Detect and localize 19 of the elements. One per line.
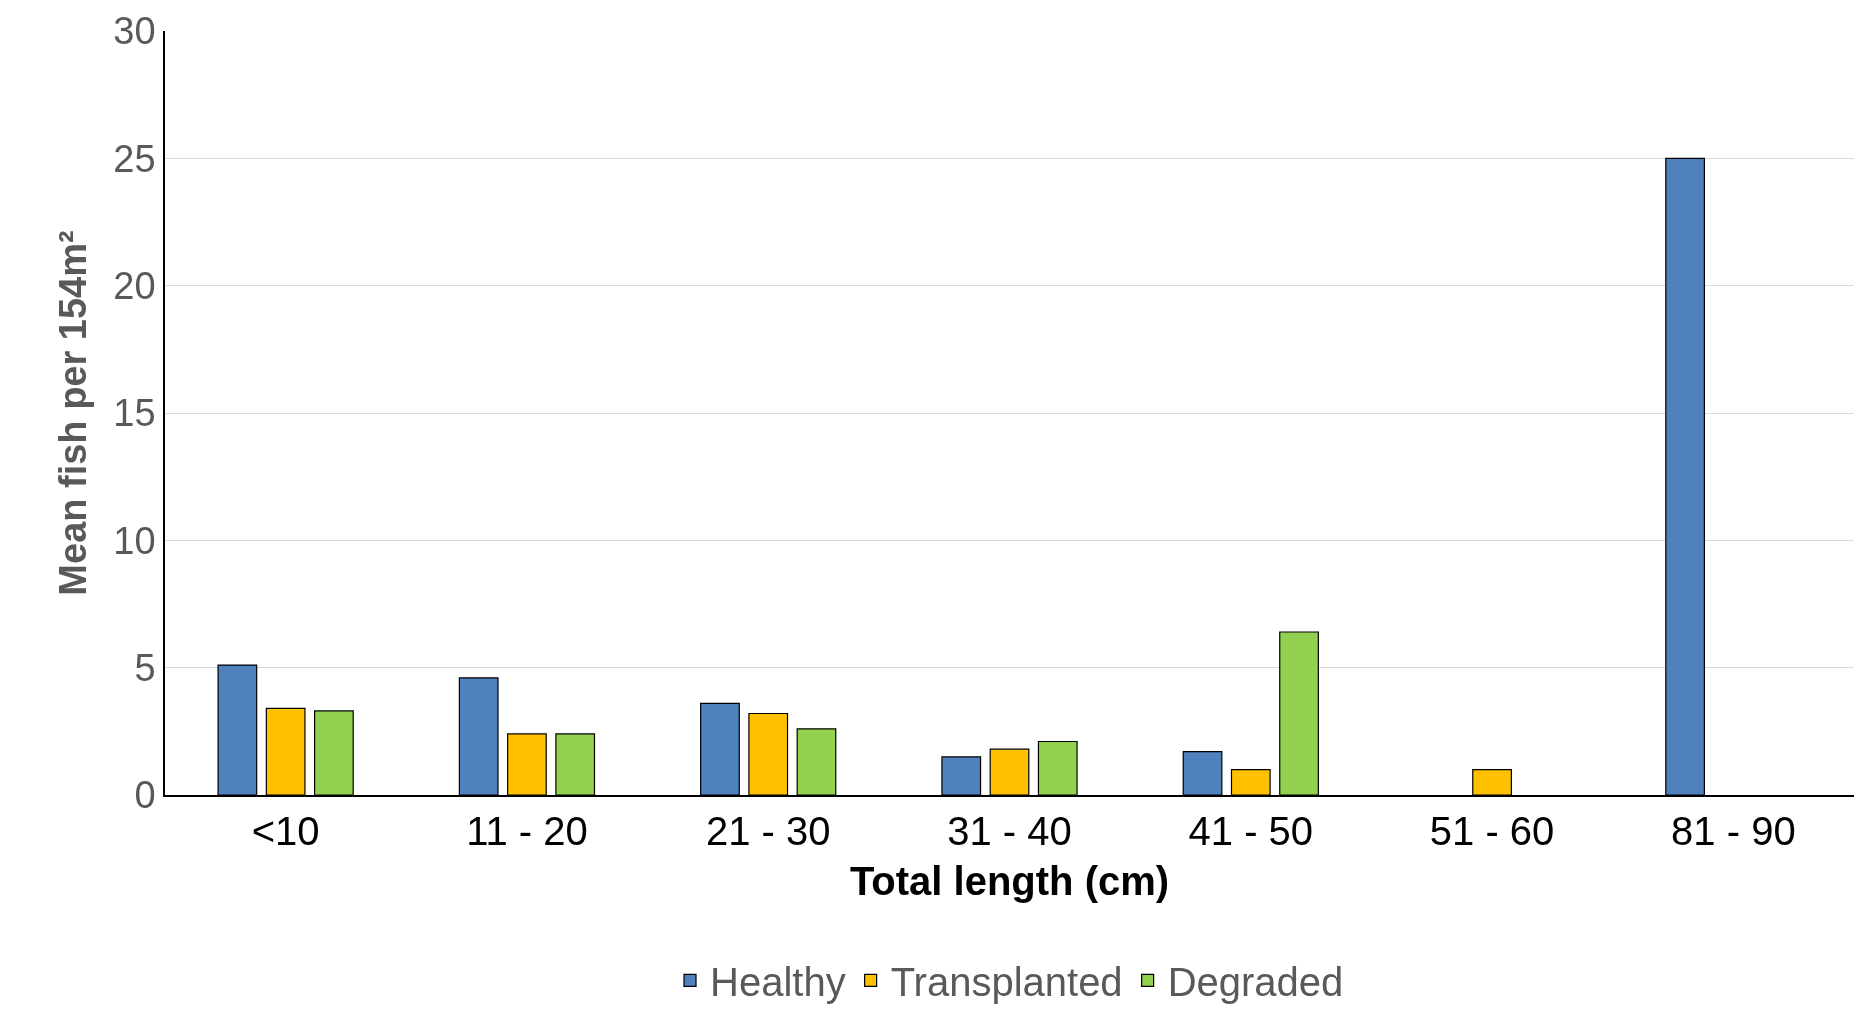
y-tick-label: 25 — [113, 137, 156, 180]
y-tick-label: 0 — [134, 774, 156, 817]
y-tick-label: 30 — [113, 10, 156, 53]
y-tick-label: 10 — [113, 519, 156, 562]
x-axis-title: Total length (cm) — [849, 858, 1170, 903]
y-tick-label: 20 — [113, 264, 156, 307]
y-tick-label: 5 — [134, 646, 156, 689]
legend-label: Transplanted — [890, 959, 1123, 1004]
x-tick-label: 21 - 30 — [705, 808, 831, 853]
legend-label: Healthy — [710, 959, 846, 1004]
x-tick-label: 11 - 20 — [466, 808, 588, 853]
legend-label: Degraded — [1167, 959, 1344, 1004]
y-tick-label: 15 — [113, 392, 156, 435]
y-axis-title: Mean fish per 154m² — [52, 230, 95, 596]
x-tick-label: 41 - 50 — [1188, 808, 1314, 853]
x-tick-label: 31 - 40 — [947, 808, 1072, 853]
x-tick-label: 51 - 60 — [1429, 808, 1555, 853]
x-tick-label: <10 — [251, 808, 320, 853]
x-tick-label: 81 - 90 — [1671, 808, 1796, 853]
